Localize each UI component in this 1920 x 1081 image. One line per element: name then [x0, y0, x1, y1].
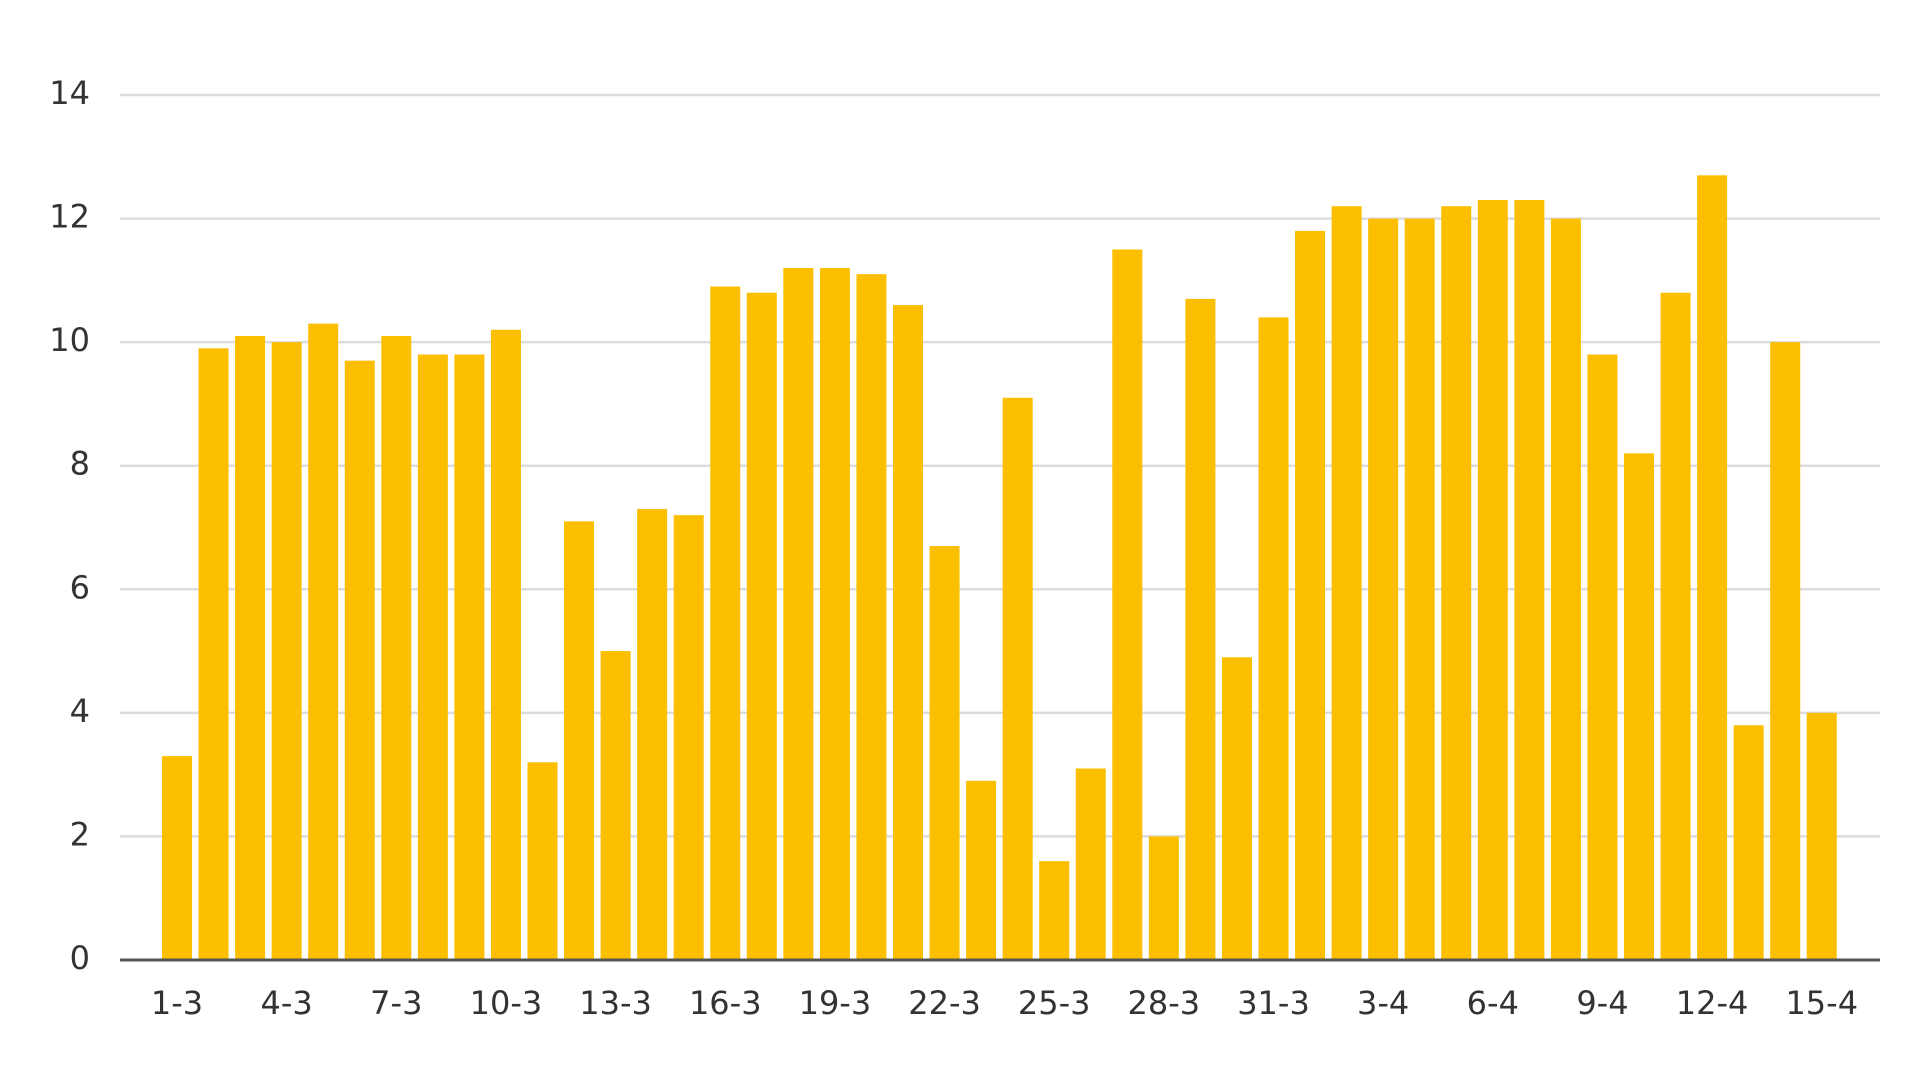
bar: [600, 651, 631, 960]
bar: [198, 348, 229, 961]
bar: [673, 515, 704, 960]
bar: [162, 756, 192, 960]
bar: [893, 305, 923, 961]
x-tick-label: 4-3: [261, 984, 313, 1022]
x-tick-label: 7-3: [370, 984, 422, 1022]
bar: [564, 521, 595, 960]
bar: [637, 508, 668, 960]
bar: [1295, 230, 1326, 960]
bar: [1733, 725, 1764, 960]
bar: [1039, 861, 1070, 960]
bar: [1404, 218, 1435, 961]
bar: [966, 780, 997, 960]
bar: [819, 268, 850, 960]
bar: [1770, 342, 1801, 961]
x-tick-label: 1-3: [151, 984, 203, 1022]
x-tick-label: 6-4: [1467, 984, 1519, 1022]
y-tick-label: 2: [70, 815, 90, 853]
x-tick-label: 19-3: [799, 984, 872, 1022]
bar: [417, 354, 448, 960]
x-tick-label: 16-3: [689, 984, 762, 1022]
bar: [1112, 249, 1143, 960]
x-tick-label: 15-4: [1785, 984, 1858, 1022]
x-tick-label: 13-3: [579, 984, 652, 1022]
bar: [1477, 200, 1508, 961]
y-tick-label: 4: [70, 692, 90, 730]
y-tick-label: 0: [70, 939, 90, 977]
bar: [710, 286, 741, 960]
bar: [746, 292, 777, 960]
bar: [929, 546, 960, 960]
x-tick-label: 25-3: [1018, 984, 1091, 1022]
x-tick-label: 9-4: [1576, 984, 1628, 1022]
bar: [308, 323, 339, 960]
bar: [527, 762, 558, 960]
x-tick-label: 3-4: [1357, 984, 1409, 1022]
y-tick-label: 6: [70, 568, 90, 606]
bar: [1624, 453, 1654, 960]
bar: [1258, 317, 1289, 960]
bar: [1185, 298, 1216, 961]
bar: [856, 274, 887, 960]
bar: [1221, 657, 1252, 960]
x-tick-label: 12-4: [1676, 984, 1749, 1022]
bar: [344, 360, 375, 960]
bar: [381, 335, 412, 960]
x-tick-label: 10-3: [470, 984, 543, 1022]
bar: [1368, 218, 1399, 961]
bar: [1550, 218, 1581, 961]
bar: [1075, 768, 1106, 960]
bar: [1514, 200, 1545, 961]
bar: [1441, 206, 1472, 960]
x-tick-label: 28-3: [1128, 984, 1201, 1022]
bar: [1587, 354, 1618, 960]
bar: [454, 354, 485, 960]
bar: [1002, 397, 1033, 960]
x-tick-label: 31-3: [1237, 984, 1310, 1022]
y-tick-label: 10: [49, 321, 90, 359]
y-tick-label: 14: [49, 74, 90, 112]
bar: [1697, 175, 1728, 961]
y-tick-label: 12: [49, 198, 90, 236]
bar: [1331, 206, 1362, 960]
bar: [490, 329, 521, 960]
bar: [271, 342, 302, 961]
bar: [235, 335, 266, 960]
y-tick-label: 8: [70, 445, 90, 483]
bar: [1806, 712, 1837, 960]
bar: [1660, 292, 1691, 960]
x-tick-label: 22-3: [908, 984, 981, 1022]
bar: [1148, 836, 1179, 960]
bar: [783, 268, 814, 960]
